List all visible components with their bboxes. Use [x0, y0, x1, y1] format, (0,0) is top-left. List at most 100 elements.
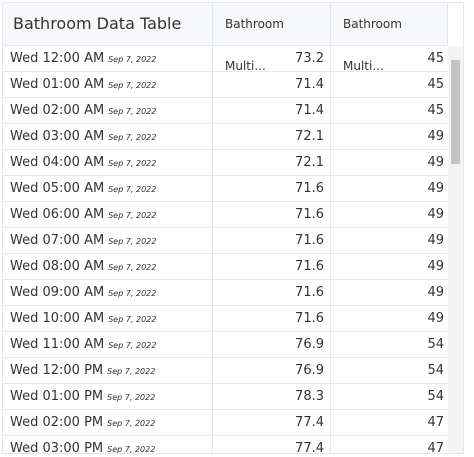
- date-text: Sep 7, 2022: [108, 315, 157, 324]
- value-cell: 78.3: [213, 384, 331, 409]
- table-row: Wed 03:00 AM Sep 7, 2022 72.1 49: [3, 124, 448, 150]
- time-text: Wed 04:00 AM: [10, 155, 105, 170]
- time-cell: Wed 01:00 AM Sep 7, 2022: [3, 72, 213, 97]
- time-cell: Wed 02:00 PM Sep 7, 2022: [3, 410, 213, 435]
- table-row: Wed 12:00 PM Sep 7, 2022 76.9 54: [3, 358, 448, 384]
- value-cell: 54: [427, 337, 444, 352]
- data-table: Bathroom Data Table Bathroom Multi... Ba…: [2, 2, 464, 454]
- table-row: Wed 11:00 AM Sep 7, 2022 76.9 54: [3, 332, 448, 358]
- time-text: Wed 12:00 PM: [10, 363, 104, 378]
- time-text: Wed 01:00 AM: [10, 77, 105, 92]
- time-cell: Wed 01:00 PM Sep 7, 2022: [3, 384, 213, 409]
- column-header[interactable]: Bathroom Multi...: [331, 3, 448, 73]
- time-text: Wed 06:00 AM: [10, 207, 105, 222]
- value-cell: 49: [427, 155, 444, 170]
- date-text: Sep 7, 2022: [107, 393, 156, 402]
- value-cell: 47: [427, 441, 444, 454]
- table-header: Bathroom Data Table Bathroom Multi... Ba…: [3, 3, 448, 73]
- time-text: Wed 01:00 PM: [10, 389, 104, 404]
- time-cell: Wed 12:00 PM Sep 7, 2022: [3, 358, 213, 383]
- table-row: Wed 06:00 AM Sep 7, 2022 71.6 49: [3, 202, 448, 228]
- scrollbar-thumb[interactable]: [451, 60, 460, 164]
- table-row: Wed 02:00 AM Sep 7, 2022 71.4 45: [3, 98, 448, 124]
- table-row: Wed 08:00 AM Sep 7, 2022 71.6 49: [3, 254, 448, 280]
- date-text: Sep 7, 2022: [108, 237, 157, 246]
- value-cell: 45: [427, 77, 444, 92]
- date-text: Sep 7, 2022: [108, 159, 157, 168]
- table-row: Wed 04:00 AM Sep 7, 2022 72.1 49: [3, 150, 448, 176]
- column-header[interactable]: Bathroom Multi...: [213, 3, 331, 73]
- value-cell: 45: [427, 103, 444, 118]
- table-row: Wed 10:00 AM Sep 7, 2022 71.6 49: [3, 306, 448, 332]
- value-cell: 77.4: [213, 436, 331, 453]
- value-cell: 76.9: [213, 332, 331, 357]
- time-cell: Wed 10:00 AM Sep 7, 2022: [3, 306, 213, 331]
- value-cell: 71.6: [213, 306, 331, 331]
- table-row: Wed 05:00 AM Sep 7, 2022 71.6 49: [3, 176, 448, 202]
- table-row: Wed 03:00 PM Sep 7, 2022 77.4 47: [3, 436, 448, 454]
- time-cell: Wed 04:00 AM Sep 7, 2022: [3, 150, 213, 175]
- time-text: Wed 03:00 AM: [10, 129, 105, 144]
- value-cell: 49: [427, 259, 444, 274]
- value-cell: 73.2: [213, 46, 331, 71]
- table-row: Wed 12:00 AM Sep 7, 2022 73.2 45: [3, 46, 448, 72]
- date-text: Sep 7, 2022: [108, 133, 157, 142]
- value-cell: 76.9: [213, 358, 331, 383]
- date-text: Sep 7, 2022: [108, 263, 157, 272]
- time-cell: Wed 09:00 AM Sep 7, 2022: [3, 280, 213, 305]
- scrollbar[interactable]: [448, 46, 463, 453]
- value-cell: 71.6: [213, 254, 331, 279]
- value-cell: 45: [427, 51, 444, 66]
- time-cell: Wed 12:00 AM Sep 7, 2022: [3, 46, 213, 71]
- date-text: Sep 7, 2022: [108, 341, 157, 350]
- date-text: Sep 7, 2022: [108, 107, 157, 116]
- date-text: Sep 7, 2022: [108, 211, 157, 220]
- table-row: Wed 09:00 AM Sep 7, 2022 71.6 49: [3, 280, 448, 306]
- date-text: Sep 7, 2022: [108, 289, 157, 298]
- table-title: Bathroom Data Table: [3, 3, 213, 45]
- value-cell: 54: [427, 389, 444, 404]
- time-cell: Wed 08:00 AM Sep 7, 2022: [3, 254, 213, 279]
- table-row: Wed 07:00 AM Sep 7, 2022 71.6 49: [3, 228, 448, 254]
- table-row: Wed 01:00 AM Sep 7, 2022 71.4 45: [3, 72, 448, 98]
- value-cell: 47: [427, 415, 444, 430]
- date-text: Sep 7, 2022: [107, 367, 156, 376]
- time-text: Wed 02:00 AM: [10, 103, 105, 118]
- value-cell: 49: [427, 233, 444, 248]
- value-cell: 49: [427, 181, 444, 196]
- value-cell: 71.6: [213, 202, 331, 227]
- value-cell: 71.6: [213, 280, 331, 305]
- time-text: Wed 05:00 AM: [10, 181, 105, 196]
- value-cell: 49: [427, 129, 444, 144]
- time-cell: Wed 03:00 AM Sep 7, 2022: [3, 124, 213, 149]
- time-text: Wed 09:00 AM: [10, 285, 105, 300]
- time-cell: Wed 07:00 AM Sep 7, 2022: [3, 228, 213, 253]
- time-text: Wed 02:00 PM: [10, 415, 104, 430]
- table-row: Wed 01:00 PM Sep 7, 2022 78.3 54: [3, 384, 448, 410]
- value-cell: 77.4: [213, 410, 331, 435]
- time-text: Wed 11:00 AM: [10, 337, 105, 352]
- date-text: Sep 7, 2022: [108, 185, 157, 194]
- value-cell: 71.4: [213, 72, 331, 97]
- date-text: Sep 7, 2022: [107, 445, 156, 454]
- time-cell: Wed 05:00 AM Sep 7, 2022: [3, 176, 213, 201]
- value-cell: 49: [427, 207, 444, 222]
- table-row: Wed 02:00 PM Sep 7, 2022 77.4 47: [3, 410, 448, 436]
- date-text: Sep 7, 2022: [108, 55, 157, 64]
- time-cell: Wed 11:00 AM Sep 7, 2022: [3, 332, 213, 357]
- value-cell: 72.1: [213, 124, 331, 149]
- value-cell: 54: [427, 363, 444, 378]
- time-cell: Wed 03:00 PM Sep 7, 2022: [3, 436, 213, 454]
- time-cell: Wed 06:00 AM Sep 7, 2022: [3, 202, 213, 227]
- value-cell: 71.6: [213, 228, 331, 253]
- date-text: Sep 7, 2022: [108, 81, 157, 90]
- time-text: Wed 03:00 PM: [10, 441, 104, 454]
- time-text: Wed 08:00 AM: [10, 259, 105, 274]
- value-cell: 49: [427, 285, 444, 300]
- value-cell: 71.4: [213, 98, 331, 123]
- time-cell: Wed 02:00 AM Sep 7, 2022: [3, 98, 213, 123]
- time-text: Wed 12:00 AM: [10, 51, 105, 66]
- time-text: Wed 07:00 AM: [10, 233, 105, 248]
- value-cell: 72.1: [213, 150, 331, 175]
- value-cell: 49: [427, 311, 444, 326]
